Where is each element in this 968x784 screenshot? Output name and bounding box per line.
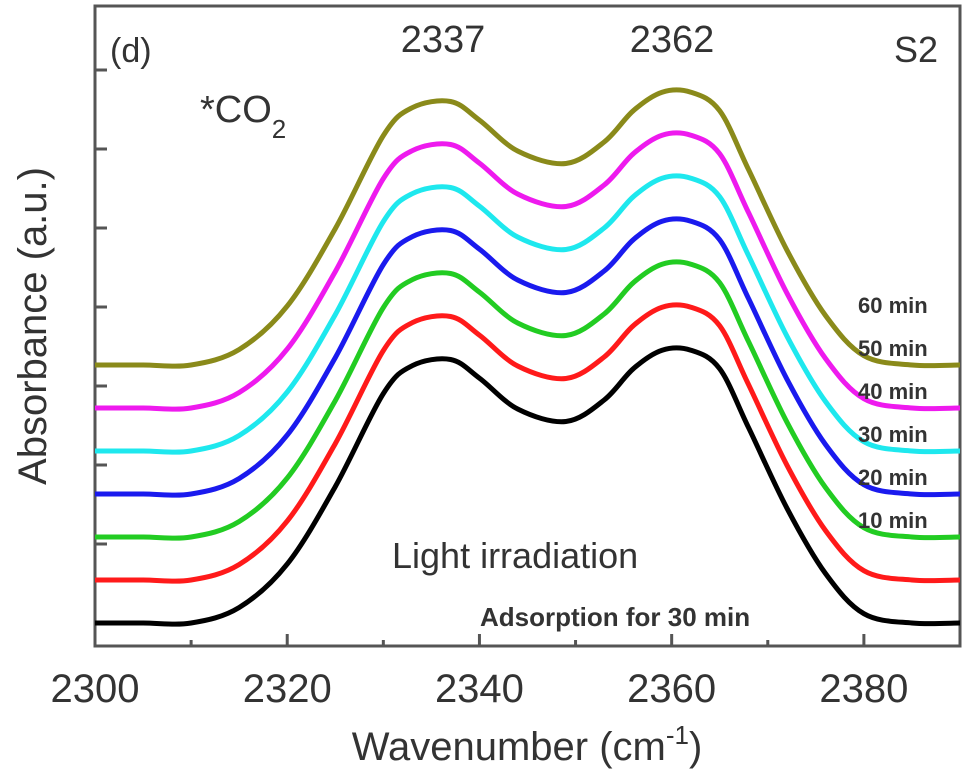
y-axis-ticks bbox=[95, 68, 107, 625]
series-label-10-min: 10 min bbox=[858, 508, 928, 533]
annotation-adsorption: Adsorption for 30 min bbox=[480, 602, 750, 632]
sample-label: S2 bbox=[894, 29, 938, 70]
curve-10-min bbox=[95, 302, 961, 584]
curve-20-min bbox=[95, 259, 961, 541]
series-label-40-min: 40 min bbox=[858, 379, 928, 404]
series-label-20-min: 20 min bbox=[858, 465, 928, 490]
x-tick-label-2360: 2360 bbox=[627, 667, 716, 711]
curve-60-min bbox=[95, 87, 961, 369]
x-axis-title-end: ) bbox=[689, 725, 702, 769]
spectra-curves bbox=[94, 87, 961, 627]
x-axis-title: Wavenumber (cm-1) bbox=[352, 720, 703, 769]
x-axis-title-main: Wavenumber (cm bbox=[352, 725, 666, 769]
x-axis-title-sup: -1 bbox=[666, 720, 689, 750]
species-subscript: 2 bbox=[272, 114, 286, 144]
x-tick-label-2340: 2340 bbox=[435, 667, 524, 711]
series-label-60-min: 60 min bbox=[858, 293, 928, 318]
x-tick-label-2300: 2300 bbox=[51, 667, 140, 711]
y-axis-title: Absorbance (a.u.) bbox=[11, 167, 55, 485]
species-label: *CO2 bbox=[200, 89, 286, 144]
plot-frame bbox=[93, 4, 962, 648]
annotation-light-irradiation: Light irradiation bbox=[392, 535, 638, 576]
peak-label-2362: 2362 bbox=[630, 19, 715, 61]
peak-label-2337: 2337 bbox=[401, 19, 486, 61]
species-main: *CO bbox=[200, 89, 272, 131]
curve-50-min bbox=[95, 130, 961, 412]
series-labels: 10 min 20 min 30 min 40 min 50 min 60 min bbox=[858, 293, 928, 533]
series-label-50-min: 50 min bbox=[858, 336, 928, 361]
x-tick-label-2380: 2380 bbox=[819, 667, 908, 711]
curve-30-min bbox=[95, 216, 961, 498]
curve-40-min bbox=[94, 173, 961, 455]
x-axis-ticks: 2300 2320 2340 2360 2380 bbox=[51, 634, 908, 711]
curve-adsorption-for-30-min bbox=[94, 345, 961, 627]
x-tick-label-2320: 2320 bbox=[243, 667, 332, 711]
series-label-30-min: 30 min bbox=[858, 422, 928, 447]
panel-label: (d) bbox=[110, 32, 152, 70]
